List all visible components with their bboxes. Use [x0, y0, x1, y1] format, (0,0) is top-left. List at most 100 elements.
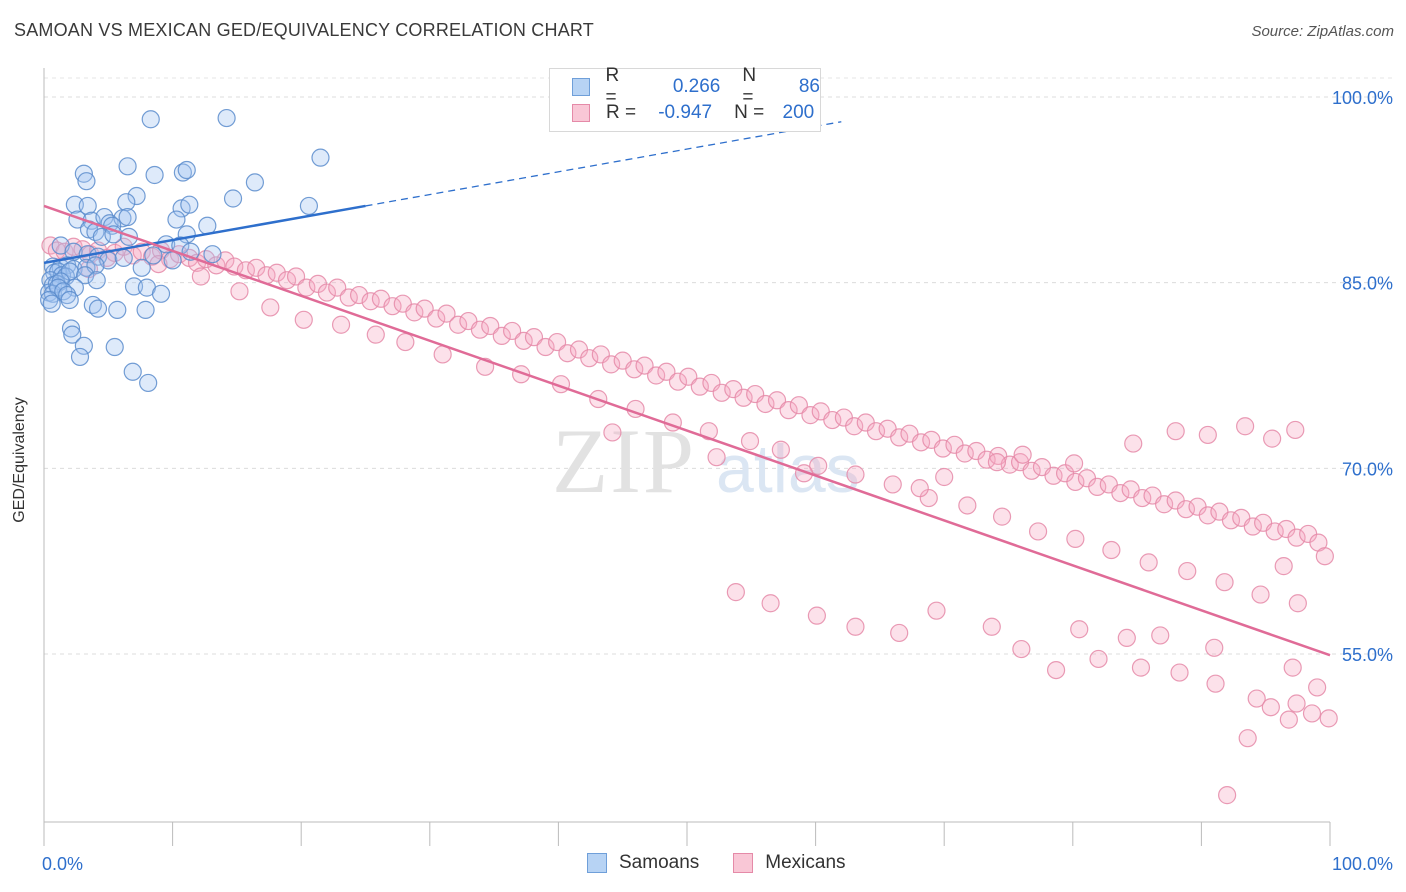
mexican-point	[987, 453, 1007, 472]
mexican-point	[690, 377, 709, 396]
mexican-point	[1283, 658, 1302, 677]
samoan-point	[123, 362, 142, 381]
mexican-point	[1243, 517, 1262, 536]
mexican-point	[1198, 425, 1217, 445]
mexican-point	[247, 258, 266, 277]
legend-item-mexicans[interactable]: Mexicans	[733, 852, 846, 874]
mexican-point	[366, 325, 385, 344]
mexicans-legend-swatch	[733, 853, 754, 873]
mexican-point	[514, 331, 533, 350]
mexican-point	[933, 439, 953, 458]
mexicans-legend-label: Mexicans	[765, 852, 846, 873]
mexican-point	[756, 394, 775, 414]
samoans-trend-extension	[365, 121, 842, 207]
r-label: R =	[605, 65, 620, 108]
mexican-point	[1139, 553, 1158, 572]
samoan-point	[77, 172, 96, 191]
mexican-point	[415, 299, 434, 318]
samoan-point	[74, 336, 93, 355]
samoan-point	[118, 207, 137, 227]
mexican-point	[935, 467, 954, 487]
samoan-point	[114, 248, 133, 268]
samoan-point	[151, 284, 171, 303]
trend-lines	[43, 121, 1331, 657]
mexican-point	[807, 606, 826, 625]
mexican-point	[524, 328, 544, 347]
samoan-point	[87, 271, 106, 290]
mexican-point	[1012, 639, 1031, 659]
mexican-point	[1111, 483, 1130, 503]
mexican-point	[1044, 466, 1063, 485]
mexican-point	[1151, 626, 1170, 645]
mexican-point	[1236, 417, 1255, 436]
mexican-point	[726, 583, 745, 602]
mexican-point	[647, 366, 666, 385]
mexican-point	[328, 278, 347, 297]
mexican-point	[707, 448, 726, 467]
mexican-point	[603, 423, 622, 442]
mexican-point	[427, 309, 446, 328]
mexican-point	[1022, 461, 1041, 480]
mexican-point	[1178, 561, 1197, 581]
mexican-point	[1046, 660, 1066, 680]
mexican-point	[294, 310, 313, 329]
legend-item-samoans[interactable]: Samoans	[587, 852, 699, 874]
samoan-point	[60, 262, 79, 281]
samoan-point	[61, 319, 81, 338]
samoan-point	[145, 165, 164, 185]
samoan-point	[105, 337, 124, 357]
mexican-point	[481, 316, 500, 336]
mexican-point	[396, 332, 415, 352]
mexican-point	[1131, 658, 1151, 677]
mexican-point	[1170, 663, 1189, 682]
mexicans-swatch	[572, 104, 590, 122]
samoan-point	[163, 251, 182, 270]
samoans-swatch	[572, 78, 590, 96]
samoan-point	[78, 196, 97, 216]
mexican-point	[548, 332, 567, 352]
series-legend: Samoans Mexicans	[587, 852, 880, 874]
mexican-point	[846, 617, 865, 636]
samoan-point	[63, 325, 82, 344]
mexicans-points	[41, 236, 1338, 805]
samoan-point	[203, 245, 222, 264]
samoan-point	[124, 277, 144, 296]
mexican-point	[405, 303, 424, 322]
mexican-point	[1238, 729, 1257, 748]
y-axis-label: GED/Equivalency	[11, 397, 28, 523]
mexican-point	[1315, 547, 1334, 566]
mexican-point	[1066, 529, 1085, 548]
mexican-point	[1066, 472, 1085, 492]
mexican-point	[1205, 638, 1224, 657]
samoans-legend-label: Samoans	[619, 852, 700, 873]
mexican-point	[349, 285, 369, 305]
samoan-point	[65, 195, 84, 214]
y-tick-label: 55.0%	[1342, 645, 1393, 665]
mexican-point	[1319, 709, 1338, 728]
samoans-legend-swatch	[587, 853, 607, 873]
samoan-point	[177, 160, 196, 180]
mexican-point	[919, 488, 938, 508]
mexican-point	[779, 401, 798, 420]
tick-labels: 55.0% 70.0% 85.0% 100.0% 0.0% 100.0%	[42, 88, 1393, 874]
mexican-point	[1261, 698, 1280, 717]
mexican-point	[191, 267, 210, 286]
y-tick-label: 70.0%	[1342, 459, 1393, 479]
mexican-point	[635, 356, 654, 375]
samoan-point	[92, 227, 111, 246]
samoans-points	[40, 108, 330, 393]
mexican-point	[846, 465, 865, 484]
mexican-point	[958, 496, 977, 515]
r-label: R =	[606, 102, 637, 123]
mexicans-n-value: 200	[782, 102, 815, 123]
mexican-point	[230, 282, 249, 301]
mexican-point	[1070, 620, 1089, 639]
mexican-point	[558, 344, 577, 363]
axes	[43, 68, 1331, 846]
mexican-point	[286, 267, 306, 286]
mexican-point	[297, 278, 316, 297]
mexican-point	[761, 594, 780, 613]
mexican-point	[992, 507, 1012, 526]
mexican-point	[1286, 420, 1305, 440]
